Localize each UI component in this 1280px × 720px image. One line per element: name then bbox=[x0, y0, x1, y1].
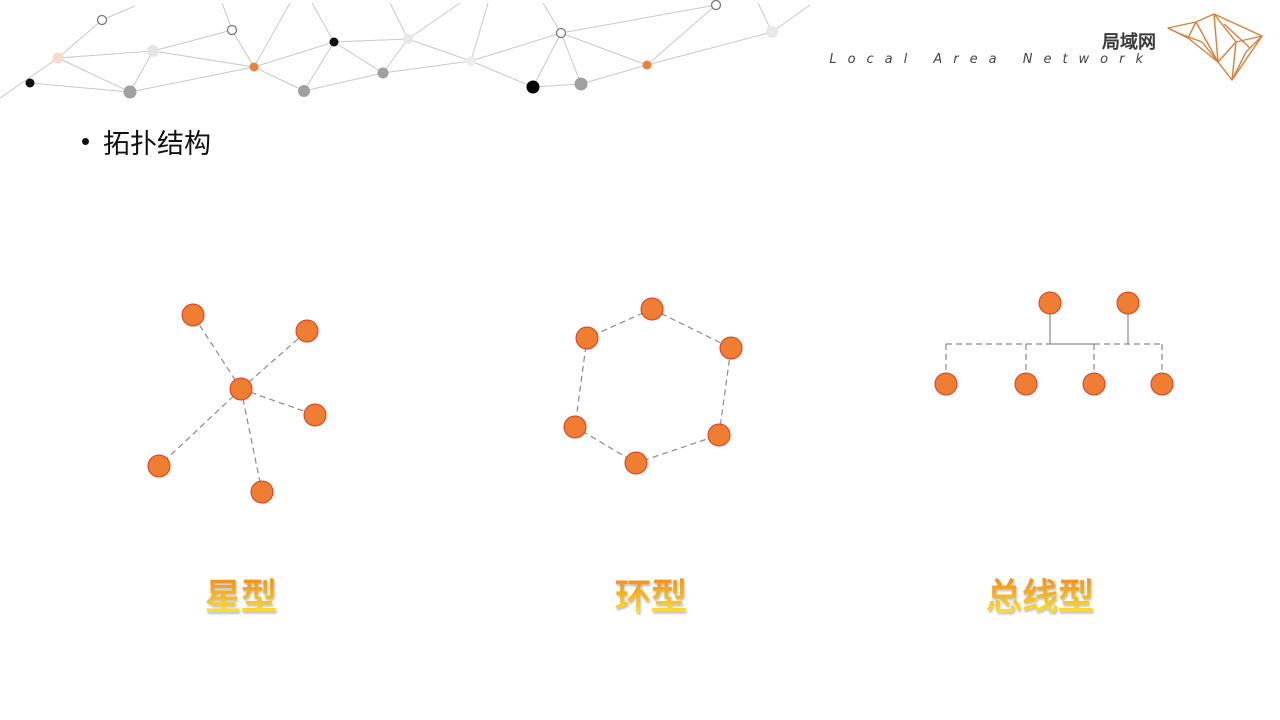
ring-topology-diagram bbox=[563, 297, 743, 475]
bullet-item: 拓扑结构 bbox=[82, 122, 211, 161]
bus-topology-label: 总线型 bbox=[986, 568, 1094, 620]
ring-links bbox=[574, 308, 732, 464]
bullet-text: 拓扑结构 bbox=[103, 129, 211, 160]
polygon-fox-logo-icon bbox=[1167, 13, 1263, 81]
star-link bbox=[240, 330, 308, 390]
star-topology-diagram bbox=[147, 303, 327, 504]
star-node bbox=[295, 319, 319, 343]
background-network-decoration bbox=[0, 0, 811, 99]
ring-node bbox=[707, 423, 731, 447]
ring-node bbox=[563, 415, 587, 439]
bus-node bbox=[1038, 291, 1062, 315]
star-link bbox=[192, 314, 242, 390]
ring-node bbox=[719, 336, 743, 360]
star-link bbox=[158, 388, 242, 467]
star-topology-label: 星型 bbox=[205, 568, 277, 620]
bus-node bbox=[934, 372, 958, 396]
star-node bbox=[250, 480, 274, 504]
ring-node bbox=[624, 451, 648, 475]
star-node bbox=[181, 303, 205, 327]
brand-subtitle: Local Area Network bbox=[829, 52, 1154, 67]
bus-node bbox=[1116, 291, 1140, 315]
bus-node bbox=[1150, 372, 1174, 396]
star-hub-node bbox=[229, 377, 253, 401]
ring-node bbox=[640, 297, 664, 321]
star-node bbox=[147, 454, 171, 478]
star-link bbox=[240, 388, 263, 493]
bus-node bbox=[1082, 372, 1106, 396]
ring-topology-label: 环型 bbox=[615, 568, 687, 620]
bus-topology-diagram bbox=[934, 291, 1174, 396]
bus-node bbox=[1014, 372, 1038, 396]
star-node bbox=[303, 403, 327, 427]
star-link bbox=[240, 388, 316, 416]
brand-title: 局域网 bbox=[1102, 32, 1156, 53]
bullet-dot-icon bbox=[82, 138, 89, 145]
ring-node bbox=[575, 326, 599, 350]
